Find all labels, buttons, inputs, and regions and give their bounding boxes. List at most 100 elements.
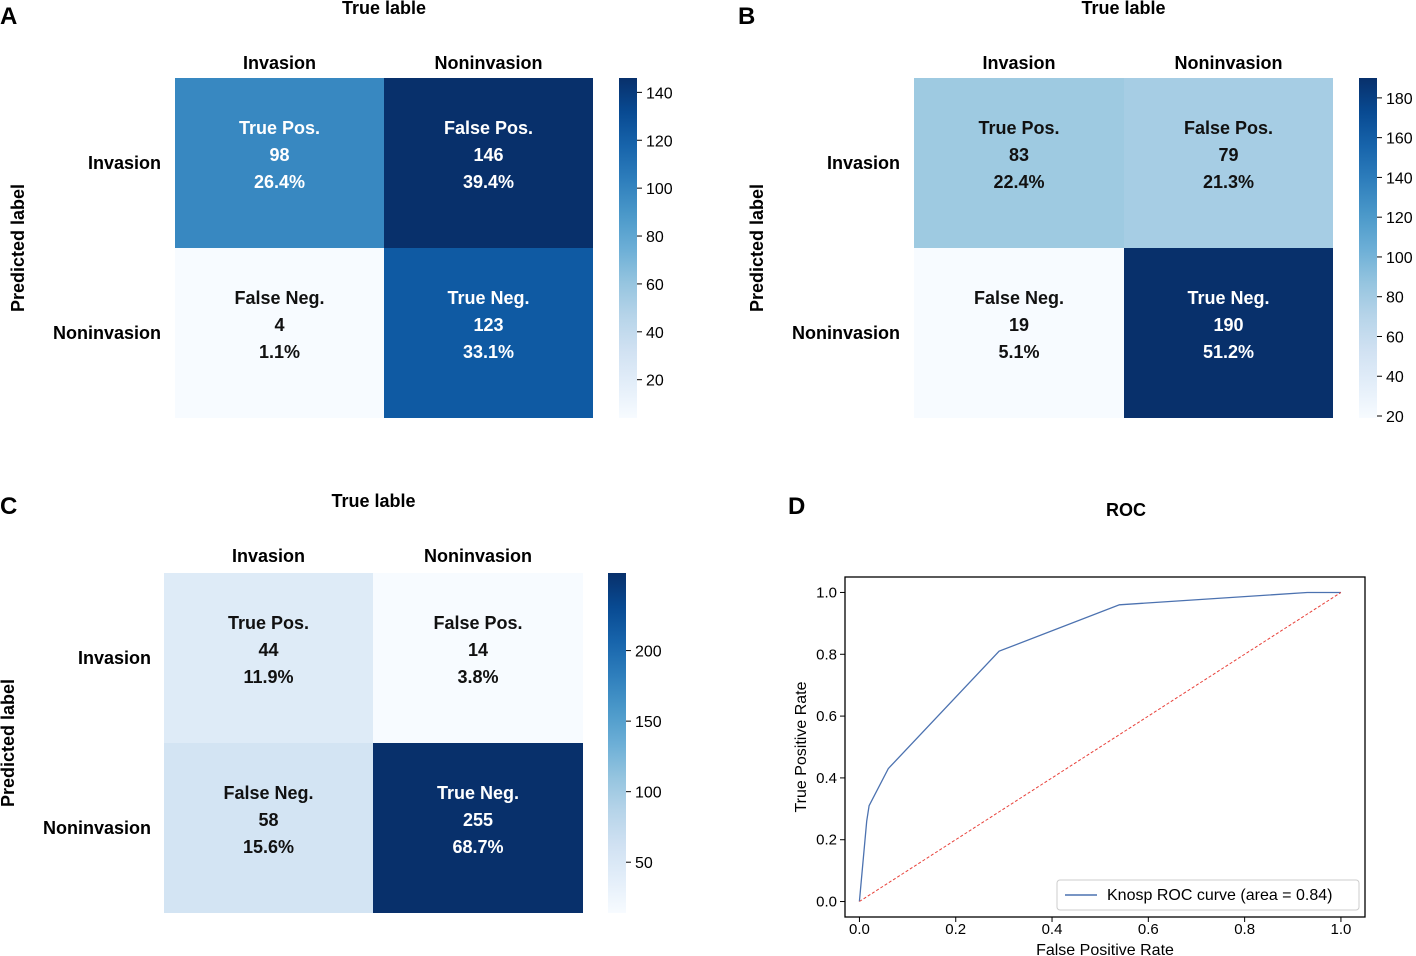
roc-x-tick-label: 0.6 <box>1138 921 1159 938</box>
roc-x-tick-label: 0.2 <box>945 921 966 938</box>
heatmap-b-title: True lable <box>1081 0 1165 18</box>
cell-b-true-neg-name: True Neg. <box>1187 288 1269 308</box>
colorbar-a-tick-label: 20 <box>646 373 664 390</box>
roc-legend: Knosp ROC curve (area = 0.84) <box>1056 879 1360 911</box>
colorbar-a-tick-label: 100 <box>646 181 673 198</box>
panel-letter-a: A <box>0 3 17 30</box>
cell-b-false-neg-pct: 5.1% <box>998 342 1039 362</box>
roc-chance-line <box>859 592 1342 902</box>
roc-panel: ROC 0.0 0.2 0.4 0.6 0.8 1.0 0.0 0.2 0.4 0.6 0.8 1.0… <box>793 500 1366 956</box>
cell-b-true-pos-name: True Pos. <box>978 118 1059 138</box>
cell-b-true-pos-count: 83 <box>1009 145 1029 165</box>
roc-x-tick-label: 0.0 <box>849 921 870 938</box>
cell-b-true-neg <box>1124 248 1333 418</box>
column-header-c-noninvasion: Noninvasion <box>424 546 532 566</box>
cell-b-false-neg-name: False Neg. <box>974 288 1064 308</box>
colorbar-b-tick-label: 40 <box>1386 369 1404 386</box>
row-label-c-invasion: Invasion <box>78 648 151 668</box>
colorbar-a-tick-label: 140 <box>646 85 673 102</box>
roc-plot-frame <box>844 576 1366 918</box>
colorbar-a-tick-label: 40 <box>646 325 664 342</box>
cell-c-false-pos-pct: 3.8% <box>457 667 498 687</box>
roc-curve <box>858 591 1341 902</box>
heatmap-b-y-label: Predicted label <box>747 184 767 312</box>
row-label-a-invasion: Invasion <box>88 153 161 173</box>
cell-a-true-neg-pct: 33.1% <box>463 342 514 362</box>
cell-a-true-neg-name: True Neg. <box>447 288 529 308</box>
cell-c-false-pos <box>373 573 583 743</box>
cell-c-false-neg-name: False Neg. <box>223 783 313 803</box>
cell-c-false-pos-name: False Pos. <box>433 613 522 633</box>
column-header-a-noninvasion: Noninvasion <box>434 53 542 73</box>
heatmap-a-y-label: Predicted label <box>8 184 28 312</box>
roc-y-tick-label: 1.0 <box>816 584 837 601</box>
roc-y-tick-label: 0.4 <box>816 770 837 787</box>
colorbar-a-tick-label: 60 <box>646 277 664 294</box>
roc-y-tick-label: 0.2 <box>816 832 837 849</box>
heatmap-panel-c: True lable Invasion Noninvasion Invasion Non… <box>0 491 662 913</box>
colorbar-c <box>608 573 626 913</box>
colorbar-b-tick-label: 60 <box>1386 329 1404 346</box>
row-label-b-noninvasion: Noninvasion <box>792 323 900 343</box>
cell-c-true-pos <box>164 573 373 743</box>
roc-x-tick-label: 0.8 <box>1234 921 1255 938</box>
colorbar-b-tick-label: 180 <box>1386 91 1413 108</box>
cell-a-false-pos-pct: 39.4% <box>463 172 514 192</box>
cell-a-false-pos-count: 146 <box>473 145 503 165</box>
colorbar-a <box>619 78 637 418</box>
colorbar-b <box>1359 78 1377 418</box>
cell-b-true-pos <box>914 78 1124 248</box>
cell-c-true-neg <box>373 743 583 913</box>
cell-b-false-pos-count: 79 <box>1218 145 1238 165</box>
panel-letter-d: D <box>788 493 805 520</box>
panel-letter-b: B <box>738 3 755 30</box>
cell-a-false-pos <box>384 78 593 248</box>
roc-legend-box <box>1056 879 1360 911</box>
cell-c-false-neg-count: 58 <box>258 810 278 830</box>
column-header-c-invasion: Invasion <box>232 546 305 566</box>
cell-c-true-neg-pct: 68.7% <box>452 837 503 857</box>
colorbar-b-tick-label: 120 <box>1386 210 1413 227</box>
heatmap-c-y-label: Predicted label <box>0 679 18 807</box>
colorbar-c-tick-label: 150 <box>635 714 662 731</box>
cell-c-true-pos-count: 44 <box>258 640 278 660</box>
column-header-b-noninvasion: Noninvasion <box>1174 53 1282 73</box>
cell-a-false-pos-name: False Pos. <box>444 118 533 138</box>
roc-legend-label: Knosp ROC curve (area = 0.84) <box>1107 887 1332 904</box>
colorbar-a-tick-label: 80 <box>646 229 664 246</box>
cell-a-true-pos-count: 98 <box>269 145 289 165</box>
cell-a-true-neg-count: 123 <box>473 315 503 335</box>
cell-a-true-pos-name: True Pos. <box>239 118 320 138</box>
roc-x-tick-label: 0.4 <box>1042 921 1063 938</box>
column-header-a-invasion: Invasion <box>243 53 316 73</box>
roc-y-tick-label: 0.8 <box>816 646 837 663</box>
cell-b-false-neg <box>914 248 1124 418</box>
heatmap-panel-a: True lable Invasion Noninvasion Invasion Non… <box>8 0 673 418</box>
cell-c-true-pos-name: True Pos. <box>228 613 309 633</box>
colorbar-b-tick-label: 20 <box>1386 409 1404 426</box>
colorbar-b-tick-label: 160 <box>1386 131 1413 148</box>
cell-c-true-neg-name: True Neg. <box>437 783 519 803</box>
heatmap-panel-b: True lable Invasion Noninvasion Invasion Non… <box>747 0 1413 426</box>
cell-b-false-pos-name: False Pos. <box>1184 118 1273 138</box>
roc-x-axis-label: False Positive Rate <box>1036 942 1174 956</box>
cell-b-true-neg-count: 190 <box>1213 315 1243 335</box>
cell-a-true-neg <box>384 248 593 418</box>
cell-b-true-pos-pct: 22.4% <box>993 172 1044 192</box>
cell-c-false-neg-pct: 15.6% <box>243 837 294 857</box>
cell-a-true-pos-pct: 26.4% <box>254 172 305 192</box>
cell-b-false-neg-count: 19 <box>1009 315 1029 335</box>
row-label-a-noninvasion: Noninvasion <box>53 323 161 343</box>
panel-letter-c: C <box>0 493 17 520</box>
colorbar-c-tick-label: 200 <box>635 644 662 661</box>
roc-x-tick-label: 1.0 <box>1330 921 1351 938</box>
cell-c-false-neg <box>164 743 373 913</box>
heatmap-c-title: True lable <box>331 491 415 511</box>
cell-b-false-pos-pct: 21.3% <box>1203 172 1254 192</box>
cell-c-true-neg-count: 255 <box>463 810 493 830</box>
roc-y-axis-label: True Positive Rate <box>793 681 810 812</box>
colorbar-c-tick-label: 100 <box>635 785 662 802</box>
cell-c-false-pos-count: 14 <box>468 640 488 660</box>
roc-y-tick-label: 0.0 <box>816 894 837 911</box>
